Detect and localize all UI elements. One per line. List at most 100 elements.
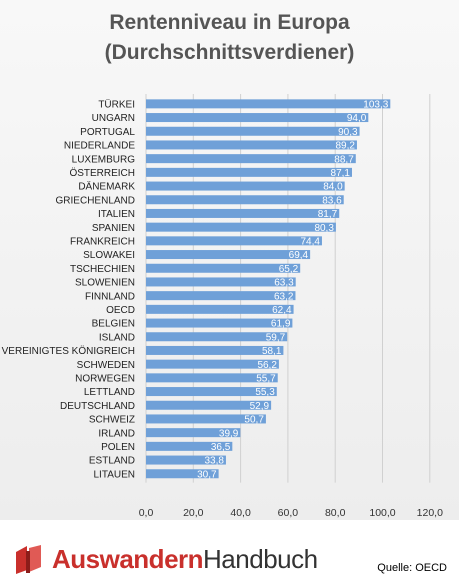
x-tick-label: 120,0	[417, 507, 443, 519]
bar	[146, 455, 226, 465]
category-label: PORTUGAL	[80, 127, 135, 138]
category-label: BELGIEN	[92, 319, 135, 330]
logo: AuswandernHandbuch	[12, 542, 318, 576]
data-label: 39,9	[219, 428, 239, 439]
x-tick-label: 0,0	[139, 507, 154, 519]
data-label: 58,1	[262, 346, 282, 357]
x-tick-label: 100,0	[369, 507, 395, 519]
bar	[146, 414, 266, 424]
category-label: LITAUEN	[94, 469, 136, 480]
category-label: DÄNEMARK	[78, 181, 135, 193]
bar	[146, 277, 296, 287]
data-label: 90,3	[338, 127, 358, 138]
data-label: 83,6	[322, 195, 342, 206]
bar	[146, 373, 278, 383]
data-label: 55,7	[256, 373, 276, 384]
data-label: 84,0	[323, 182, 343, 193]
bar	[146, 428, 241, 438]
bar	[146, 236, 322, 246]
category-label: FRANKREICH	[70, 236, 135, 247]
bar	[146, 263, 301, 273]
category-label: DEUTSCHLAND	[60, 401, 135, 412]
category-label: SLOWAKEI	[83, 250, 135, 261]
category-label: NIEDERLANDE	[64, 141, 135, 152]
bar	[146, 345, 284, 355]
bar-chart: 103,3 94,0 90,3 89,2 88,7 87,1 84,0 83,6 81,7 80,…	[2, 94, 443, 519]
bar	[146, 318, 293, 328]
category-label: IRLAND	[98, 428, 135, 439]
bar	[146, 126, 360, 136]
category-label: OECD	[106, 305, 135, 316]
x-tick-label: 20,0	[183, 507, 204, 519]
bar	[146, 469, 219, 479]
bar	[146, 400, 272, 410]
x-tick-label: 40,0	[230, 507, 251, 519]
chart-title: Rentenniveau in Europa (Durchschnittsver…	[104, 11, 355, 64]
data-label: 50,7	[244, 415, 264, 426]
data-label: 59,7	[266, 332, 286, 343]
category-label: LUXEMBURG	[72, 154, 136, 165]
book-icon	[16, 545, 41, 574]
category-label: ESTLAND	[89, 456, 135, 467]
category-label: SLOWENIEN	[75, 278, 135, 289]
category-label: UNGARN	[92, 113, 135, 124]
bar	[146, 291, 296, 301]
data-label: 36,5	[211, 442, 231, 453]
bar	[146, 181, 345, 191]
bar	[146, 359, 279, 369]
data-label: 52,9	[250, 401, 270, 412]
category-label: ÖSTERREICH	[69, 167, 135, 179]
data-label: 87,1	[331, 168, 351, 179]
data-label: 81,7	[318, 209, 338, 220]
bar	[146, 154, 356, 164]
category-label: ITALIEN	[98, 209, 135, 220]
bar	[146, 250, 311, 260]
x-tick-label: 80,0	[325, 507, 346, 519]
bar	[146, 167, 352, 177]
data-label: 80,3	[314, 223, 334, 234]
source-note: Quelle: OECD	[377, 562, 447, 574]
category-label: NORWEGEN	[75, 373, 135, 384]
data-label: 103,3	[363, 99, 388, 110]
bar	[146, 304, 294, 314]
bar	[146, 99, 391, 109]
bar	[146, 332, 288, 342]
data-label: 63,2	[274, 291, 294, 302]
data-label: 55,3	[255, 387, 275, 398]
category-label: VEREINIGTES KÖNIGREICH	[2, 345, 135, 357]
data-label: 62,4	[272, 305, 292, 316]
bar	[146, 387, 277, 397]
category-label: LETTLAND	[84, 387, 135, 398]
data-label: 30,7	[197, 469, 217, 480]
data-label: 65,2	[279, 264, 299, 275]
logo-text-part1: Auswandern	[52, 543, 204, 574]
category-label: TÜRKEI	[98, 98, 135, 110]
category-label: GRIECHENLAND	[56, 195, 135, 206]
data-label: 33,8	[204, 456, 224, 467]
data-label: 88,7	[334, 154, 354, 165]
logo-text-part2: Handbuch	[203, 543, 318, 574]
category-label: FINNLAND	[85, 291, 135, 302]
bar	[146, 208, 340, 218]
data-label: 94,0	[347, 113, 367, 124]
data-label: 63,3	[274, 278, 294, 289]
category-label: POLEN	[101, 442, 135, 453]
data-label: 56,2	[257, 360, 277, 371]
category-label: ISLAND	[99, 332, 135, 343]
data-label: 74,4	[300, 236, 320, 247]
category-label: SCHWEDEN	[77, 360, 135, 371]
data-label: 69,4	[289, 250, 309, 261]
x-tick-label: 60,0	[278, 507, 299, 519]
bar	[146, 441, 233, 451]
category-label: SCHWEIZ	[89, 415, 135, 426]
chart-area: Rentenniveau in Europa (Durchschnittsver…	[0, 0, 459, 520]
category-label: SPANIEN	[92, 223, 135, 234]
bar	[146, 140, 357, 150]
bar	[146, 113, 369, 123]
footer: AuswandernHandbuch Quelle: OECD	[0, 520, 459, 579]
data-label: 61,9	[271, 319, 291, 330]
data-label: 89,2	[335, 141, 355, 152]
bar	[146, 195, 344, 205]
category-label: TSCHECHIEN	[70, 264, 135, 275]
bar	[146, 222, 336, 232]
